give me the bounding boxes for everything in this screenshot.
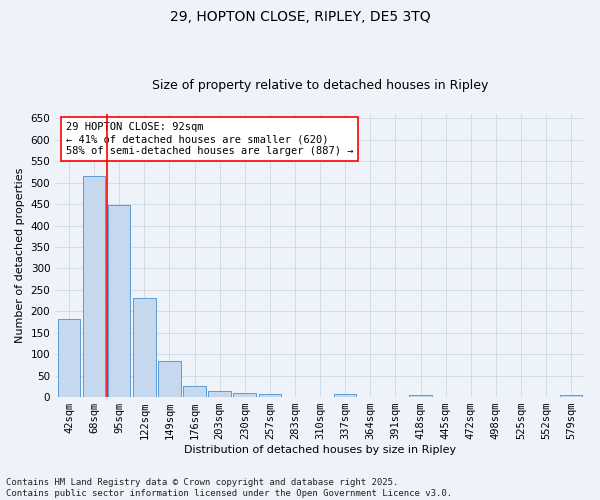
Bar: [108, 204, 130, 397]
Bar: [233, 393, 256, 397]
Y-axis label: Number of detached properties: Number of detached properties: [15, 168, 25, 343]
Bar: [560, 395, 583, 397]
Bar: [133, 298, 155, 397]
Text: Contains HM Land Registry data © Crown copyright and database right 2025.
Contai: Contains HM Land Registry data © Crown c…: [6, 478, 452, 498]
Bar: [158, 360, 181, 397]
Bar: [334, 394, 356, 397]
Bar: [208, 391, 231, 397]
Bar: [259, 394, 281, 397]
Text: 29, HOPTON CLOSE, RIPLEY, DE5 3TQ: 29, HOPTON CLOSE, RIPLEY, DE5 3TQ: [170, 10, 430, 24]
Bar: [183, 386, 206, 397]
Text: 29 HOPTON CLOSE: 92sqm
← 41% of detached houses are smaller (620)
58% of semi-de: 29 HOPTON CLOSE: 92sqm ← 41% of detached…: [66, 122, 353, 156]
X-axis label: Distribution of detached houses by size in Ripley: Distribution of detached houses by size …: [184, 445, 456, 455]
Title: Size of property relative to detached houses in Ripley: Size of property relative to detached ho…: [152, 79, 488, 92]
Bar: [58, 319, 80, 397]
Bar: [83, 176, 106, 397]
Bar: [409, 396, 432, 397]
